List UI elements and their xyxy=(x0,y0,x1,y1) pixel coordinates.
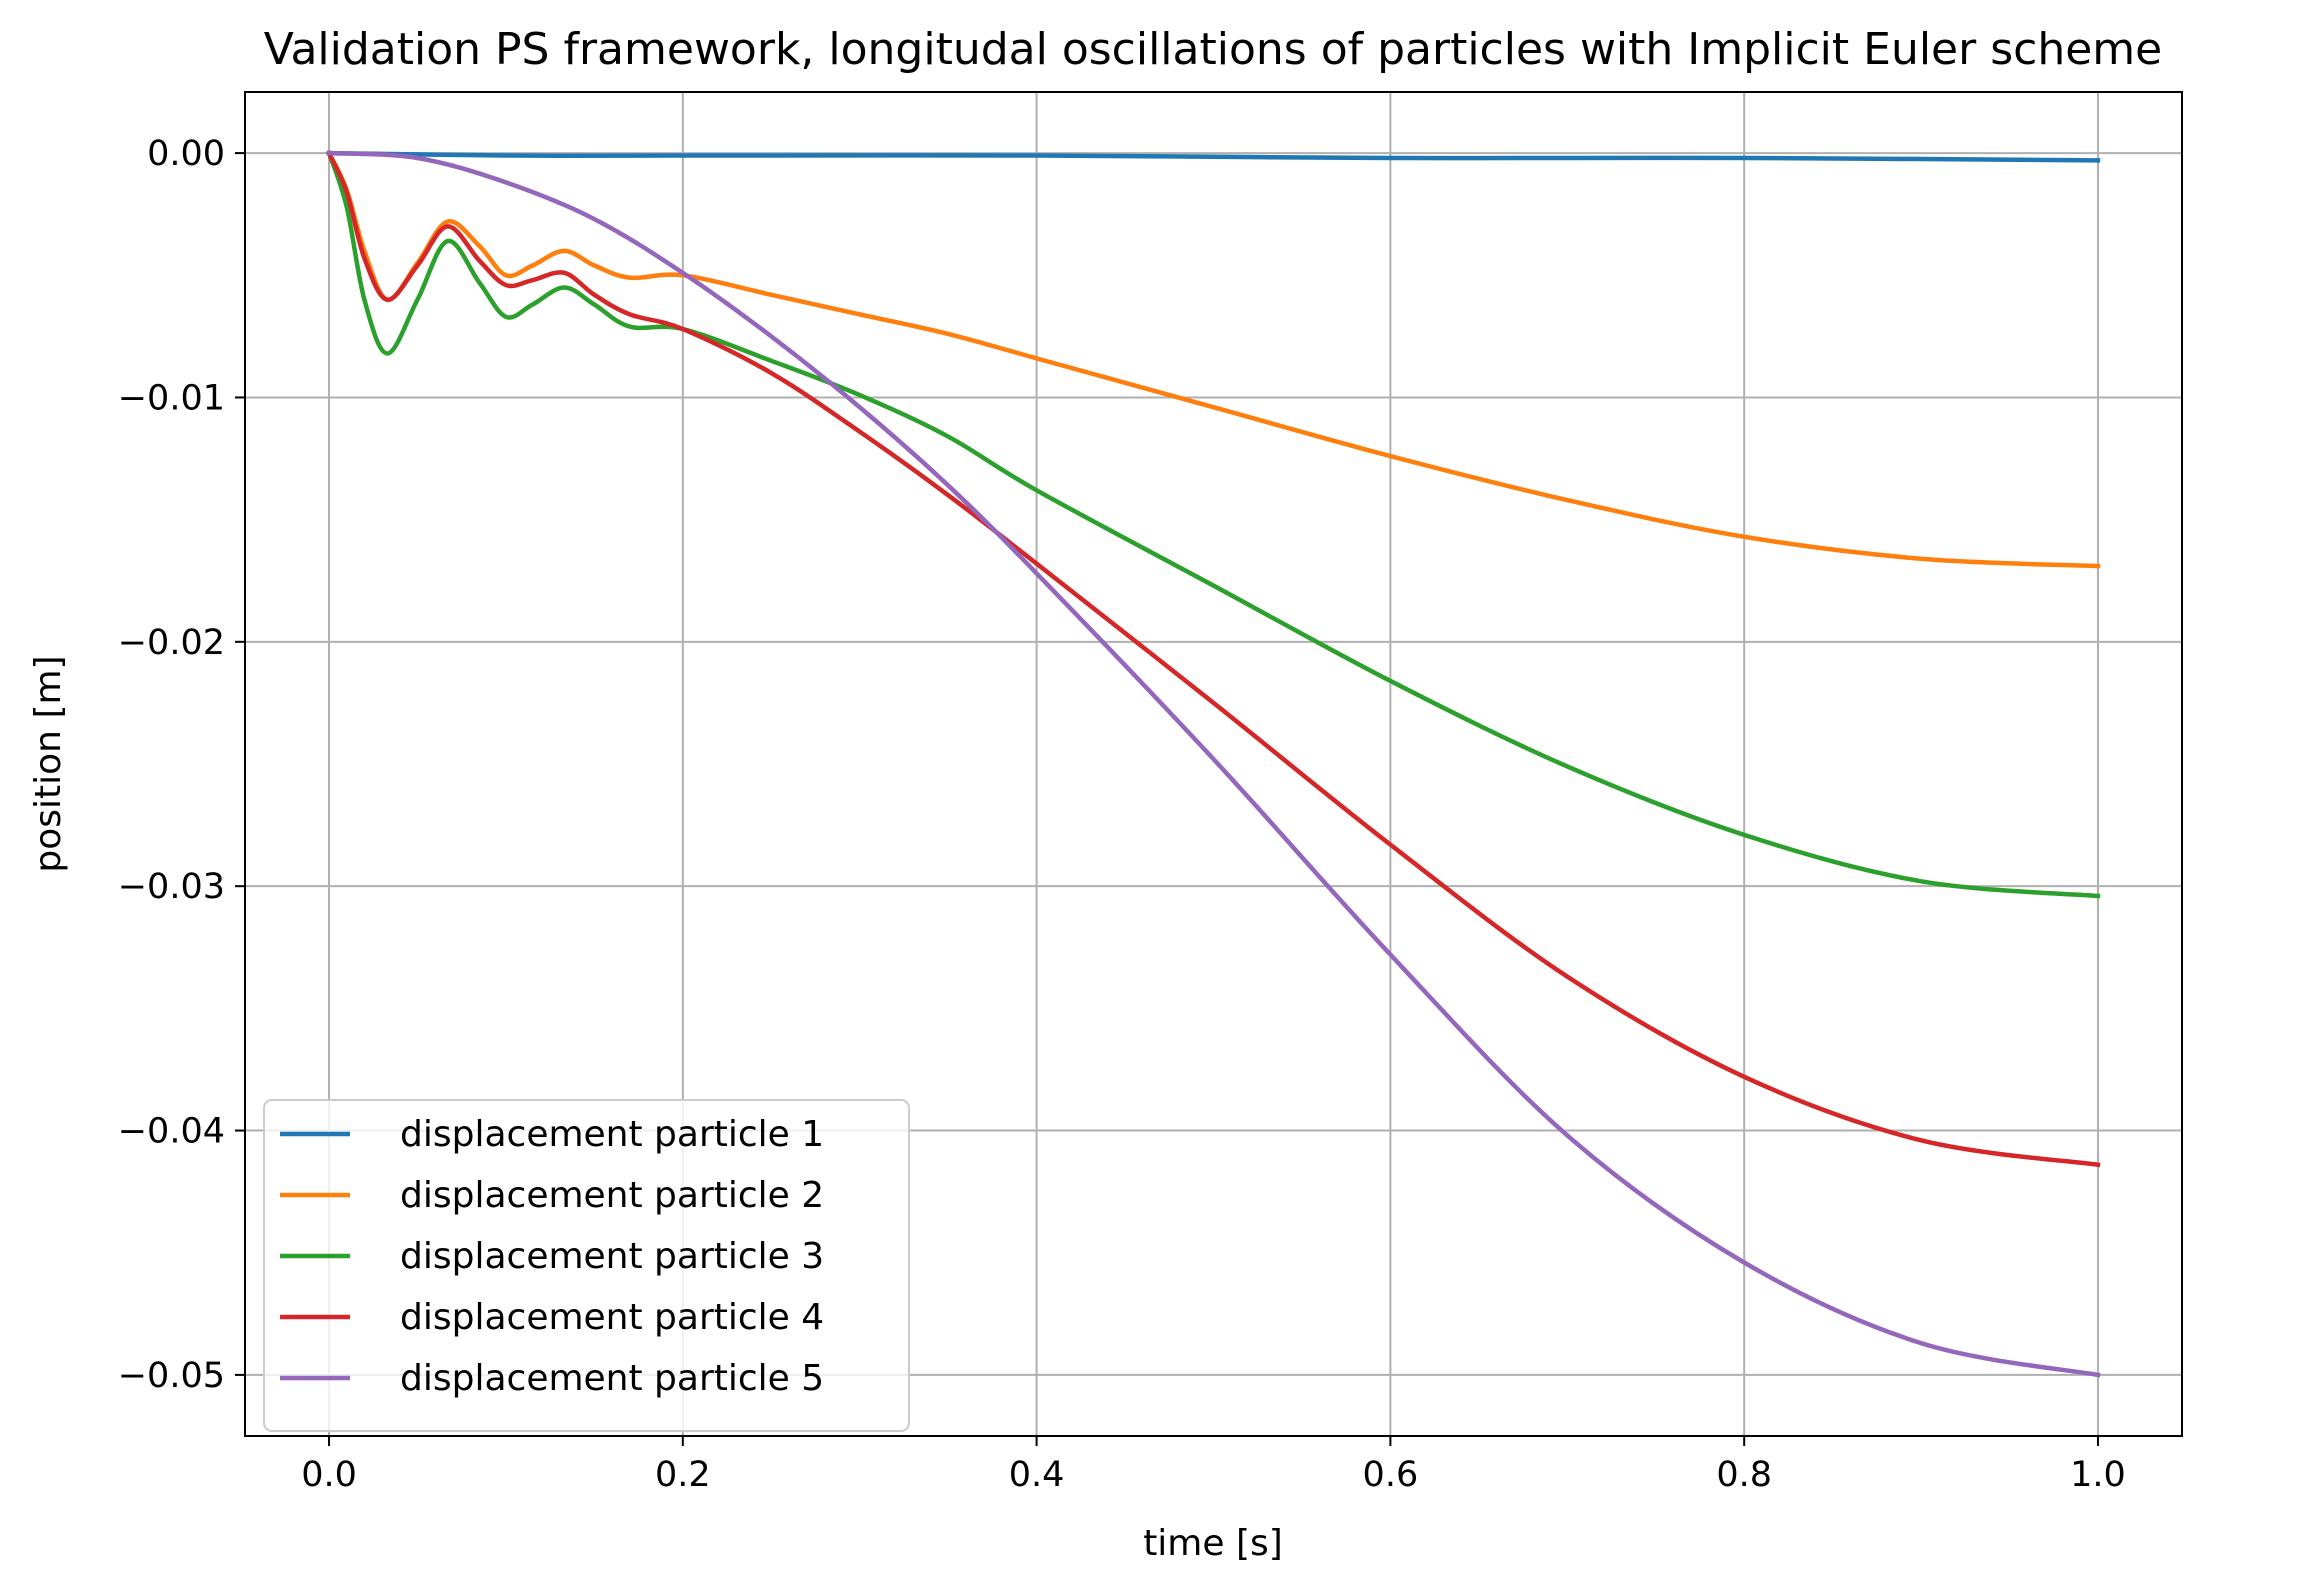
axis-ticks: 0.0 0.2 0.4 0.6 0.8 1.0 0.00 −0.01 −0.02 −0.03 −0.… xyxy=(118,134,2126,1495)
grid-lines xyxy=(245,92,2182,1436)
legend-label: displacement particle 4 xyxy=(400,1297,824,1338)
x-tick-label: 0.4 xyxy=(1009,1455,1065,1495)
y-tick-label: −0.04 xyxy=(118,1112,225,1152)
series-line-particle-5 xyxy=(326,150,2101,1378)
y-tick-label: 0.00 xyxy=(147,134,225,174)
legend-label: displacement particle 1 xyxy=(400,1114,824,1155)
chart-title: Validation PS framework, longitudal osci… xyxy=(264,24,2162,75)
y-tick-label: −0.03 xyxy=(118,867,225,907)
x-tick-label: 0.6 xyxy=(1363,1455,1419,1495)
x-tick-label: 0.0 xyxy=(301,1455,357,1495)
legend-label: displacement particle 2 xyxy=(400,1175,824,1216)
series-line-particle-3 xyxy=(326,150,2101,899)
y-tick-label: −0.05 xyxy=(118,1356,225,1396)
x-tick-label: 0.8 xyxy=(1716,1455,1772,1495)
x-tick-label: 1.0 xyxy=(2070,1455,2126,1495)
legend-box xyxy=(263,1099,910,1432)
series-line-particle-4 xyxy=(326,150,2101,1168)
y-tick-label: −0.01 xyxy=(118,378,225,418)
plot-frame xyxy=(244,91,2183,1437)
x-axis-label: time [s] xyxy=(1143,1523,1283,1564)
data-series xyxy=(326,150,2101,1378)
legend: displacement particle 1 displacement part… xyxy=(263,1099,910,1432)
legend-label: displacement particle 3 xyxy=(400,1236,824,1277)
y-axis-label: position [m] xyxy=(28,655,69,872)
x-tick-label: 0.2 xyxy=(655,1455,711,1495)
y-tick-label: −0.02 xyxy=(118,623,225,663)
series-line-particle-1 xyxy=(326,150,2101,163)
legend-label: displacement particle 5 xyxy=(400,1358,824,1399)
